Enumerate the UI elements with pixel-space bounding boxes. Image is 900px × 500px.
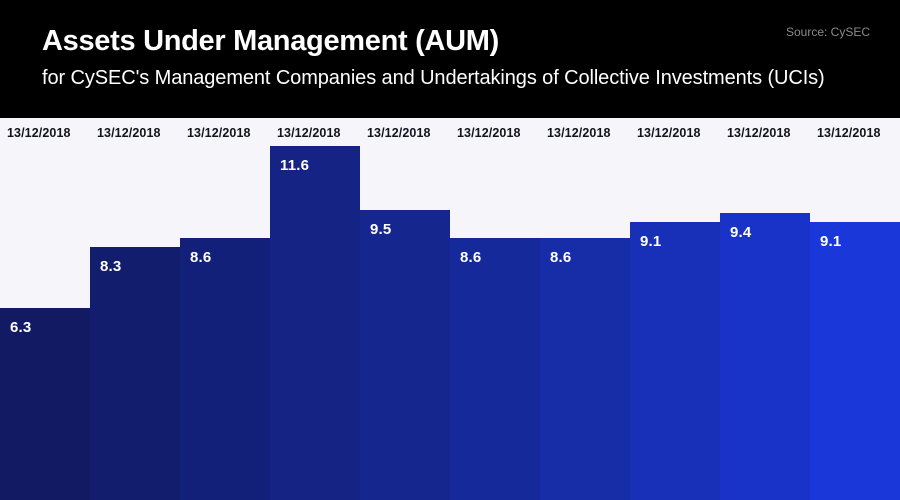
bar: 9.1 — [810, 222, 900, 500]
chart-column: 13/12/2018 9.1 — [810, 118, 900, 500]
bar-value-label: 9.5 — [370, 221, 392, 238]
bar: 8.3 — [90, 247, 180, 500]
source-attribution: Source: CySEC — [785, 25, 870, 39]
bar: 9.4 — [720, 213, 810, 500]
bar-value-label: 9.4 — [730, 224, 752, 241]
chart-column: 13/12/2018 8.6 — [180, 118, 270, 500]
category-label: 13/12/2018 — [727, 126, 791, 140]
bar-value-label: 9.1 — [640, 233, 662, 250]
chart-column: 13/12/2018 11.6 — [270, 118, 360, 500]
chart-column: 13/12/2018 9.1 — [630, 118, 720, 500]
category-label: 13/12/2018 — [637, 126, 701, 140]
bar: 11.6 — [270, 146, 360, 500]
bar-value-label: 8.3 — [100, 258, 122, 275]
category-label: 13/12/2018 — [457, 126, 521, 140]
category-label: 13/12/2018 — [817, 126, 881, 140]
bar-value-label: 9.1 — [820, 233, 842, 250]
chart-column: 13/12/2018 8.6 — [450, 118, 540, 500]
bar: 8.6 — [540, 238, 630, 500]
category-label: 13/12/2018 — [367, 126, 431, 140]
page-title: Assets Under Management (AUM) — [42, 25, 499, 57]
chart-column: 13/12/2018 8.6 — [540, 118, 630, 500]
chart-column: 13/12/2018 6.3 — [0, 118, 90, 500]
category-label: 13/12/2018 — [187, 126, 251, 140]
chart-header: Assets Under Management (AUM) for CySEC'… — [0, 0, 900, 118]
chart-column: 13/12/2018 9.5 — [360, 118, 450, 500]
bar-value-label: 8.6 — [190, 249, 212, 266]
category-label: 13/12/2018 — [97, 126, 161, 140]
bar: 9.1 — [630, 222, 720, 500]
category-label: 13/12/2018 — [547, 126, 611, 140]
bar: 8.6 — [450, 238, 540, 500]
category-label: 13/12/2018 — [7, 126, 71, 140]
bar: 6.3 — [0, 308, 90, 500]
bar-value-label: 6.3 — [10, 319, 32, 336]
bar-value-label: 11.6 — [280, 157, 310, 174]
chart-column: 13/12/2018 9.4 — [720, 118, 810, 500]
chart-column: 13/12/2018 8.3 — [90, 118, 180, 500]
page-subtitle: for CySEC's Management Companies and Und… — [42, 67, 825, 90]
chart: 13/12/2018 6.3 13/12/2018 8.3 13/12/2018 8.6 1… — [0, 118, 900, 500]
bar: 9.5 — [360, 210, 450, 500]
category-label: 13/12/2018 — [277, 126, 341, 140]
bar-value-label: 8.6 — [550, 249, 572, 266]
bar-value-label: 8.6 — [460, 249, 482, 266]
bar: 8.6 — [180, 238, 270, 500]
